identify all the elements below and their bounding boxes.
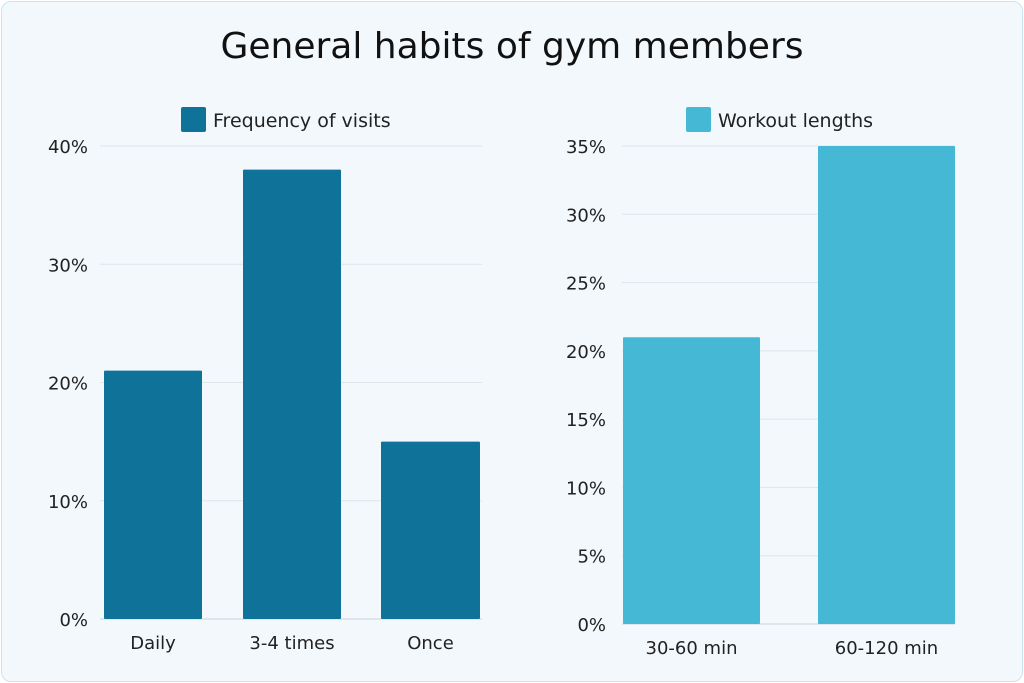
y-tick-label: 35%: [566, 137, 606, 158]
x-tick-label: 60-120 min: [835, 638, 938, 659]
legend-swatch: [181, 107, 206, 132]
x-tick-label: Daily: [130, 633, 176, 654]
y-tick-label: 5%: [577, 547, 606, 568]
bar-once: [381, 441, 480, 619]
legend-label: Frequency of visits: [213, 110, 391, 132]
bar-daily: [104, 370, 202, 619]
y-tick-label: 30%: [48, 255, 88, 276]
y-tick-label: 30%: [566, 205, 606, 226]
x-tick-label: 3-4 times: [249, 633, 334, 654]
y-tick-label: 10%: [48, 492, 88, 513]
bar-30-60-min: [623, 337, 760, 624]
y-tick-label: 25%: [566, 274, 606, 295]
bar-60-120-min: [818, 146, 955, 624]
x-tick-label: 30-60 min: [646, 638, 738, 659]
y-tick-label: 15%: [566, 410, 606, 431]
y-tick-label: 20%: [566, 342, 606, 363]
chart-title: General habits of gym members: [220, 26, 803, 67]
y-tick-label: 0%: [577, 615, 606, 636]
y-tick-label: 20%: [48, 374, 88, 395]
y-tick-label: 0%: [59, 610, 88, 631]
legend-label: Workout lengths: [718, 110, 873, 132]
y-tick-label: 10%: [566, 478, 606, 499]
y-tick-label: 40%: [48, 137, 88, 158]
x-tick-label: Once: [407, 633, 454, 654]
bar-3-4-times: [243, 169, 341, 619]
legend-swatch: [686, 107, 711, 132]
